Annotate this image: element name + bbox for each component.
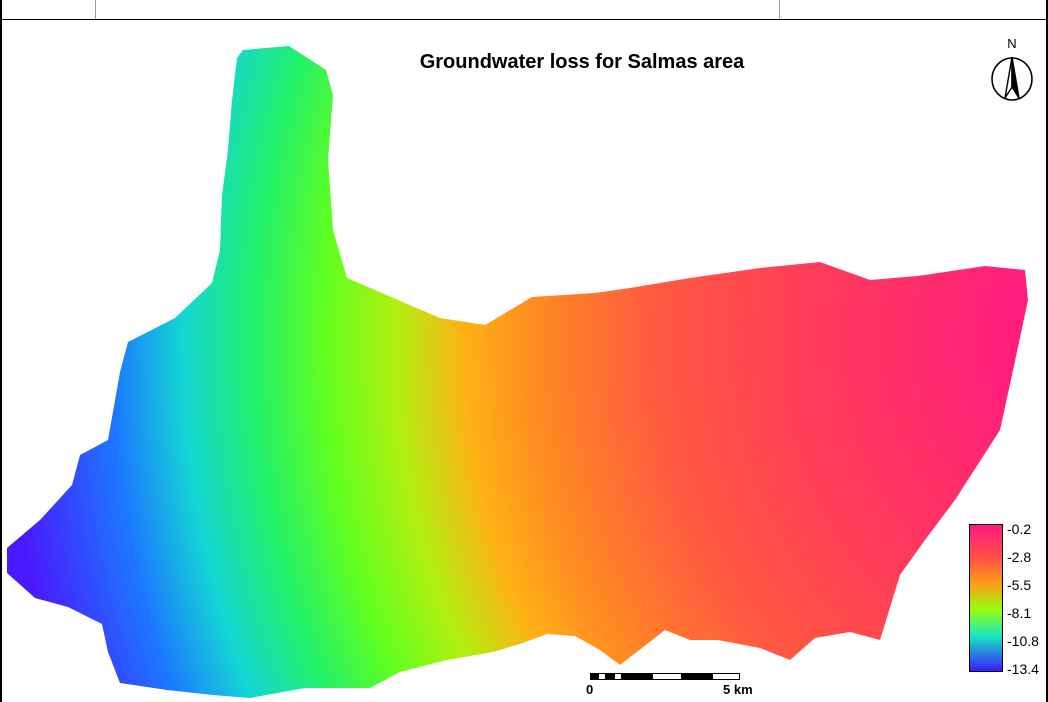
scale-segment — [652, 673, 682, 680]
scale-end-label: 5 km — [723, 682, 753, 697]
north-label: N — [1007, 36, 1017, 51]
legend-label: -5.5 — [1007, 577, 1032, 593]
map-title: Groundwater loss for Salmas area — [419, 51, 745, 73]
legend-label: -8.1 — [1007, 605, 1032, 621]
legend-color-ramp — [969, 524, 1003, 672]
scale-segment — [682, 673, 712, 680]
north-arrow: N — [988, 36, 1036, 102]
legend-label: -0.2 — [1007, 521, 1032, 537]
scale-bar: 0 5 km — [585, 668, 765, 702]
scale-segment — [614, 673, 622, 680]
frame-tick — [95, 0, 96, 19]
frame-tick — [779, 0, 780, 19]
scale-start-label: 0 — [586, 682, 594, 697]
groundwater-loss-area — [7, 46, 1028, 698]
scale-segment — [622, 673, 652, 680]
color-legend: -0.2 -2.8 -5.5 -8.1 -10.8 -13.4 — [969, 521, 1047, 682]
legend-label: -2.8 — [1007, 549, 1032, 565]
north-arrow-icon — [991, 56, 1033, 101]
scale-segment — [590, 673, 598, 680]
legend-label: -13.4 — [1007, 661, 1039, 677]
legend-label: -10.8 — [1007, 633, 1039, 649]
scale-segment — [712, 673, 740, 680]
frame-top-rule — [2, 19, 1048, 20]
scale-segment — [606, 673, 614, 680]
scale-segment — [598, 673, 606, 680]
